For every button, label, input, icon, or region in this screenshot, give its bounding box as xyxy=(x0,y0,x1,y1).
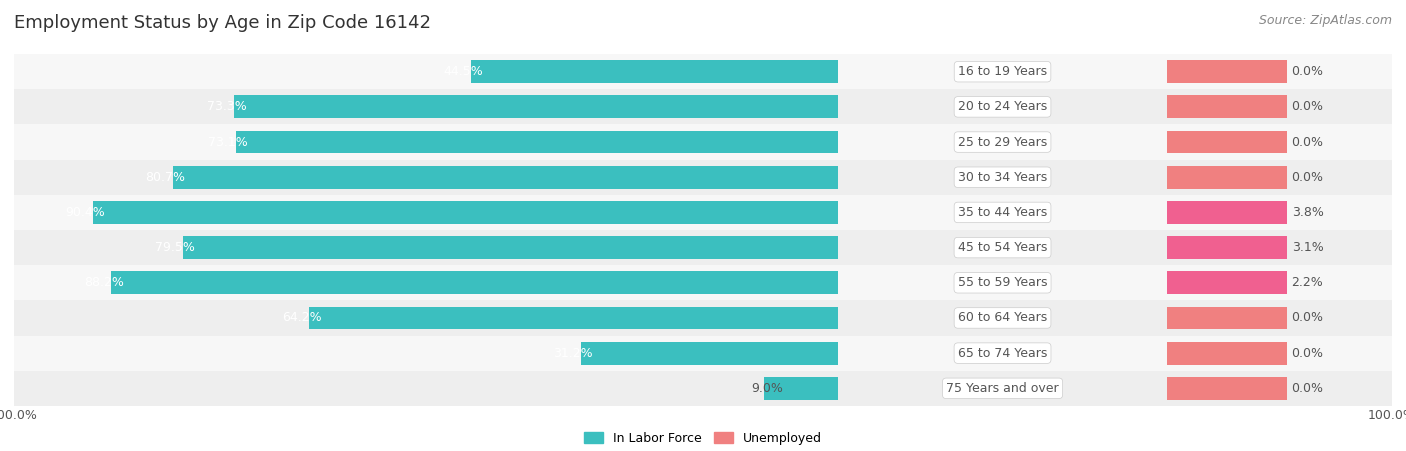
Bar xyxy=(173,166,838,189)
Text: 44.5%: 44.5% xyxy=(444,65,484,78)
Bar xyxy=(1167,371,1392,406)
Bar xyxy=(1167,307,1286,329)
Bar xyxy=(838,124,1167,160)
Bar xyxy=(838,230,1167,265)
Legend: In Labor Force, Unemployed: In Labor Force, Unemployed xyxy=(583,432,823,445)
Text: 0.0%: 0.0% xyxy=(1292,101,1323,113)
Bar xyxy=(1167,236,1286,259)
Text: 64.2%: 64.2% xyxy=(281,312,322,324)
Text: 0.0%: 0.0% xyxy=(1292,65,1323,78)
Bar xyxy=(14,300,838,336)
Bar xyxy=(1167,201,1286,224)
Text: 55 to 59 Years: 55 to 59 Years xyxy=(957,276,1047,289)
Text: 60 to 64 Years: 60 to 64 Years xyxy=(957,312,1047,324)
Bar xyxy=(183,236,838,259)
Bar xyxy=(838,195,1167,230)
Bar xyxy=(14,89,838,124)
Bar xyxy=(14,265,838,300)
Bar xyxy=(1167,166,1286,189)
Text: 65 to 74 Years: 65 to 74 Years xyxy=(957,347,1047,359)
Bar xyxy=(1167,89,1392,124)
Bar xyxy=(14,230,838,265)
Bar xyxy=(1167,300,1392,336)
Bar xyxy=(1167,377,1286,400)
Text: 90.4%: 90.4% xyxy=(66,206,105,219)
Text: 73.3%: 73.3% xyxy=(207,101,246,113)
Bar xyxy=(838,265,1167,300)
Bar xyxy=(1167,342,1286,364)
Text: 79.5%: 79.5% xyxy=(156,241,195,254)
Bar xyxy=(838,89,1167,124)
Bar xyxy=(233,96,838,118)
Text: 25 to 29 Years: 25 to 29 Years xyxy=(957,136,1047,148)
Text: 73.1%: 73.1% xyxy=(208,136,247,148)
Bar xyxy=(111,272,838,294)
Text: 20 to 24 Years: 20 to 24 Years xyxy=(957,101,1047,113)
Bar xyxy=(838,54,1167,89)
Bar xyxy=(14,54,838,89)
Text: Source: ZipAtlas.com: Source: ZipAtlas.com xyxy=(1258,14,1392,27)
Text: 31.2%: 31.2% xyxy=(554,347,593,359)
Bar xyxy=(1167,272,1286,294)
Text: 0.0%: 0.0% xyxy=(1292,347,1323,359)
Bar xyxy=(1167,336,1392,371)
Bar xyxy=(1167,96,1286,118)
Bar xyxy=(14,160,838,195)
Text: 3.1%: 3.1% xyxy=(1292,241,1323,254)
Bar xyxy=(93,201,838,224)
Text: 3.8%: 3.8% xyxy=(1292,206,1323,219)
Text: 35 to 44 Years: 35 to 44 Years xyxy=(957,206,1047,219)
Text: 45 to 54 Years: 45 to 54 Years xyxy=(957,241,1047,254)
Text: 0.0%: 0.0% xyxy=(1292,136,1323,148)
Text: 9.0%: 9.0% xyxy=(751,382,783,395)
Bar xyxy=(1167,124,1392,160)
Text: 0.0%: 0.0% xyxy=(1292,171,1323,184)
Bar xyxy=(1167,195,1392,230)
Text: Employment Status by Age in Zip Code 16142: Employment Status by Age in Zip Code 161… xyxy=(14,14,432,32)
Bar xyxy=(838,371,1167,406)
Bar xyxy=(14,195,838,230)
Bar xyxy=(838,160,1167,195)
Bar xyxy=(14,336,838,371)
Bar xyxy=(1167,60,1286,83)
Text: 75 Years and over: 75 Years and over xyxy=(946,382,1059,395)
Bar xyxy=(14,124,838,160)
Bar xyxy=(1167,160,1392,195)
Bar xyxy=(838,300,1167,336)
Text: 30 to 34 Years: 30 to 34 Years xyxy=(957,171,1047,184)
Bar xyxy=(471,60,838,83)
Text: 0.0%: 0.0% xyxy=(1292,312,1323,324)
Bar xyxy=(1167,54,1392,89)
Bar xyxy=(14,371,838,406)
Bar xyxy=(1167,265,1392,300)
Bar xyxy=(1167,131,1286,153)
Bar xyxy=(838,336,1167,371)
Text: 80.7%: 80.7% xyxy=(145,171,186,184)
Text: 88.2%: 88.2% xyxy=(84,276,124,289)
Bar xyxy=(236,131,838,153)
Text: 16 to 19 Years: 16 to 19 Years xyxy=(957,65,1047,78)
Bar xyxy=(309,307,838,329)
Text: 2.2%: 2.2% xyxy=(1292,276,1323,289)
Bar xyxy=(581,342,838,364)
Text: 0.0%: 0.0% xyxy=(1292,382,1323,395)
Bar xyxy=(763,377,838,400)
Bar xyxy=(1167,230,1392,265)
